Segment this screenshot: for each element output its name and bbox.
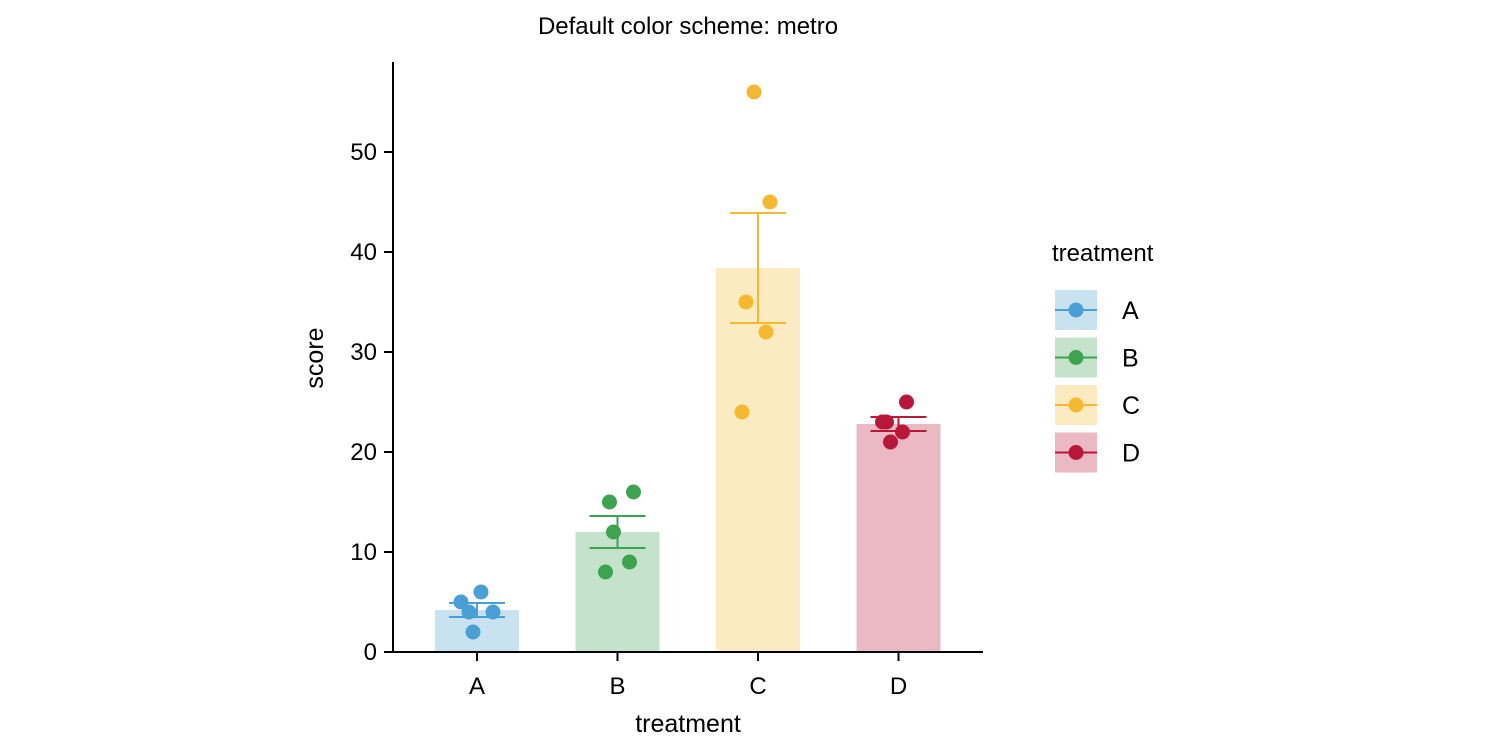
x-axis-title: treatment (635, 710, 741, 738)
data-point-A-1 (453, 594, 469, 610)
y-tick-label-50: 50 (350, 139, 377, 166)
data-point-B-5 (598, 564, 613, 580)
y-tick-label-40: 40 (350, 239, 377, 266)
bar-D (856, 424, 941, 652)
data-point-C-1 (746, 84, 762, 100)
bar-B (575, 532, 660, 652)
y-axis-title: score (301, 327, 329, 388)
data-point-B-3 (606, 524, 621, 540)
data-point-B-4 (622, 554, 637, 570)
data-point-C-3 (738, 294, 754, 310)
legend-label-C: C (1122, 392, 1140, 420)
data-point-A-5 (465, 624, 481, 640)
legend-title: treatment (1052, 240, 1154, 267)
data-point-D-4 (895, 424, 910, 440)
legend-item-D: D (1055, 432, 1140, 473)
axes-layer: A B C D 0 10 20 30 40 50 (350, 62, 983, 700)
legend-item-A: A (1055, 290, 1139, 330)
data-point-D-5 (883, 434, 898, 450)
legend-marker-A (1068, 302, 1084, 318)
y-tick-label-20: 20 (350, 439, 377, 466)
points-layer (453, 84, 914, 640)
legend-label-D: D (1122, 440, 1140, 468)
data-point-B-2 (626, 484, 641, 500)
bars-layer (435, 268, 941, 652)
data-point-D-2 (899, 394, 914, 410)
error-bars-layer (449, 212, 927, 618)
data-point-C-4 (758, 324, 774, 340)
bar-C (716, 268, 800, 652)
x-tick-label-A: A (469, 673, 485, 700)
y-tick-label-0: 0 (364, 639, 377, 666)
data-point-B-1 (602, 494, 617, 510)
data-point-D-3 (875, 414, 890, 430)
legend-marker-D (1068, 445, 1084, 460)
legend-item-C: C (1055, 385, 1140, 425)
data-point-A-2 (473, 584, 489, 600)
legend-label-B: B (1122, 345, 1139, 373)
data-point-A-4 (485, 604, 501, 620)
legend-marker-C (1068, 397, 1084, 413)
x-tick-label-B: B (609, 673, 625, 700)
chart-title: Default color scheme: metro (538, 13, 838, 40)
data-point-C-2 (762, 194, 778, 210)
x-tick-label-C: C (749, 673, 766, 700)
legend-label-A: A (1122, 297, 1139, 325)
x-tick-label-D: D (890, 673, 907, 700)
data-point-C-5 (734, 404, 750, 420)
data-point-A-3 (461, 604, 477, 620)
y-tick-label-30: 30 (350, 339, 377, 366)
y-tick-label-10: 10 (350, 539, 377, 566)
legend-marker-B (1068, 350, 1084, 365)
legend-item-B: B (1055, 337, 1139, 378)
